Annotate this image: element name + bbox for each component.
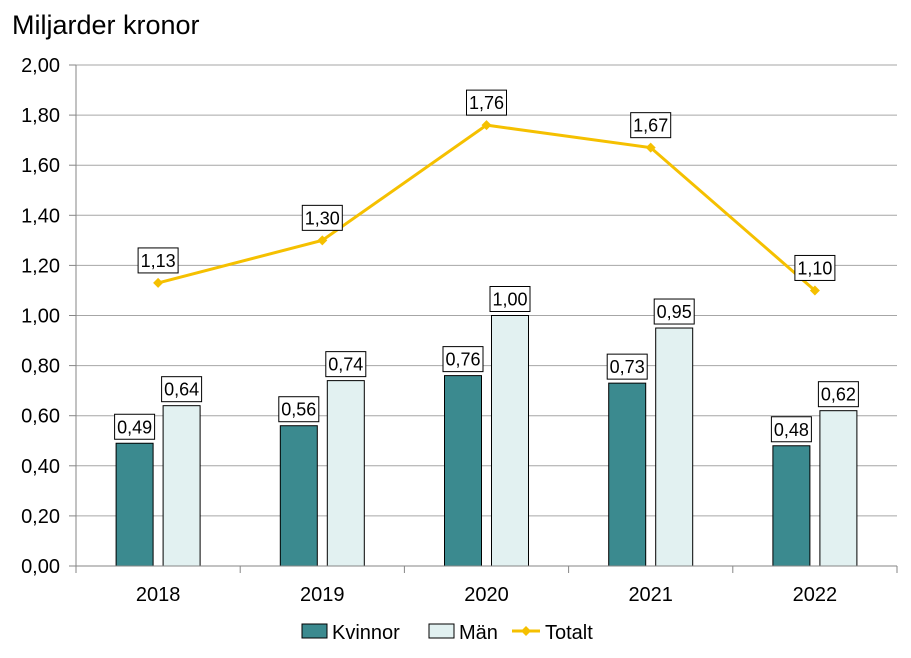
y-tick-label: 1,20 [21,255,60,277]
bars [115,315,858,567]
data-label: 1,67 [630,112,672,139]
x-tick-label: 2019 [300,584,345,606]
data-label-text: 1,13 [141,251,176,271]
data-label: 0,56 [278,396,320,423]
bar-män-2022 [819,410,858,567]
y-tick-label: 2,00 [21,55,60,77]
gridlines [76,64,897,517]
legend-label: Kvinnor [332,622,400,644]
data-label-text: 0,95 [657,302,692,322]
legend: Kvinnor Män Totalt [301,622,593,644]
total-line [153,120,820,296]
y-tick-label: 0,40 [21,456,60,478]
data-label-text: 1,67 [633,116,668,136]
data-label-box [137,247,179,274]
data-label: 1,10 [794,254,836,281]
data-labels: 0,49 0,56 0,76 0,73 0,48 0,64 0,74 1,00 0,95 0,62… [114,89,859,443]
bar-män-2019 [326,380,365,567]
data-label-text: 0,49 [117,417,152,437]
data-label-text: 0,73 [610,357,645,377]
point-totalt-2022 [809,285,820,296]
point-totalt-2021 [645,142,656,153]
data-label: 0,95 [653,298,695,325]
data-label-box [161,376,203,403]
data-label: 0,48 [770,416,812,443]
bar-kvinnor-2022 [772,445,811,567]
data-label-box [653,298,695,325]
legend-item-totalt: Totalt [512,622,593,644]
bar-kvinnor-2020 [444,375,482,567]
data-label-text: 0,76 [445,350,480,370]
data-label-box [466,89,507,116]
data-label-box [770,416,812,443]
data-label: 0,76 [442,346,484,373]
data-label-box [630,112,672,139]
legend-label: Män [459,622,498,644]
x-tick-label: 2021 [628,584,673,606]
data-label-box [794,254,836,281]
data-label-text: 0,56 [281,400,316,420]
y-tick-label: 1,40 [21,205,60,227]
data-label-text: 1,30 [305,208,340,228]
data-label-text: 0,74 [328,355,363,375]
y-axis-ticks: 0,00 0,20 0,40 0,60 0,80 1,00 1,20 1,40 1,60 1,80… [21,55,76,578]
data-label: 1,00 [489,286,531,312]
axes [75,65,897,567]
y-axis-title: Miljarder kronor [12,10,200,40]
data-label: 0,74 [325,351,367,378]
bar-män-2018 [162,405,201,567]
legend-label: Totalt [545,622,593,644]
data-label: 0,62 [817,381,859,408]
y-tick-label: 1,60 [21,155,60,177]
y-tick-label: 0,20 [21,506,60,528]
data-label-box [325,351,367,378]
data-label-box [278,396,320,423]
data-label-box [606,353,648,380]
data-label-text: 1,00 [492,290,527,310]
legend-swatch [428,623,455,639]
data-label-box [301,204,343,231]
data-label-text: 1,10 [797,258,832,278]
x-tick-label: 2022 [793,584,838,606]
data-label-box [489,286,531,312]
bar-kvinnor-2019 [279,425,318,567]
data-label: 0,49 [114,413,156,440]
point-totalt-2018 [153,277,164,288]
data-label: 0,73 [606,353,648,380]
data-label: 1,76 [466,89,507,116]
data-label-box [817,381,859,408]
data-label-text: 0,48 [774,420,809,440]
data-label-text: 0,62 [821,385,856,405]
x-tick-label: 2018 [136,584,181,606]
bar-män-2020 [491,315,529,567]
bar-kvinnor-2018 [115,442,154,567]
y-tick-label: 0,80 [21,356,60,378]
bar-män-2021 [655,327,694,567]
point-totalt-2019 [317,235,328,246]
point-totalt-2020 [481,120,492,131]
data-label-box [114,413,156,440]
x-axis-ticks: 2018 2019 2020 2021 2022 [75,566,898,606]
data-label-text: 1,76 [469,93,504,113]
data-label: 0,64 [161,376,203,403]
data-label: 1,13 [137,247,179,274]
data-label-box [442,346,484,373]
y-tick-label: 0,60 [21,406,60,428]
y-tick-label: 0,00 [21,556,60,578]
legend-swatch [301,623,328,639]
legend-marker [521,626,531,636]
data-label-text: 0,64 [164,380,199,400]
legend-item-män: Män [428,622,498,644]
y-tick-label: 1,00 [21,306,60,328]
x-tick-label: 2020 [464,584,509,606]
data-label: 1,30 [301,204,343,231]
bar-kvinnor-2021 [608,382,647,567]
legend-item-kvinnor: Kvinnor [301,622,400,644]
y-tick-label: 1,80 [21,105,60,127]
